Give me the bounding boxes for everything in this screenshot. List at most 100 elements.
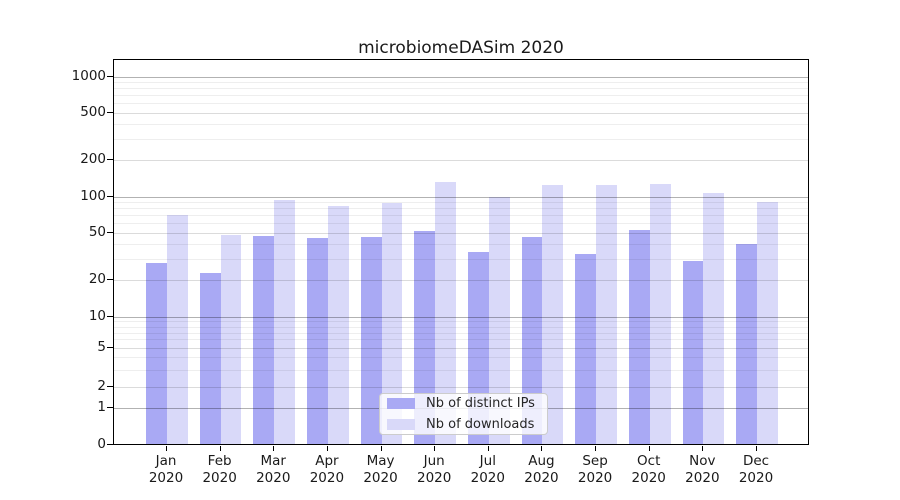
bar-distinct-ips-may — [360, 237, 382, 444]
bar-downloads-dec — [757, 202, 778, 444]
bar-downloads-may — [381, 202, 403, 444]
gridline-minor — [114, 208, 808, 210]
month-label: Jul — [479, 453, 496, 469]
x-tick-mark — [487, 446, 489, 451]
bar-downloads-feb — [220, 234, 242, 444]
year-label: 2020 — [363, 470, 398, 486]
gridline-minor — [114, 339, 808, 341]
gridline — [114, 347, 808, 349]
year-label: 2020 — [738, 470, 774, 486]
month-label: Nov — [689, 453, 716, 469]
x-tick-label: Apr 2020 — [297, 453, 357, 487]
gridline — [114, 316, 808, 318]
downloads-swatch — [387, 419, 415, 430]
chart-title: microbiomeDASim 2020 — [358, 38, 564, 58]
gridline — [114, 280, 808, 282]
gridline-minor — [114, 201, 808, 203]
bar-downloads-jul — [488, 196, 510, 444]
bar-downloads-oct — [649, 184, 671, 444]
bar-distinct-ips-aug — [521, 237, 543, 444]
gridline-minor — [114, 103, 808, 105]
gridline-minor — [114, 124, 808, 126]
y-tick-label: 200 — [80, 151, 106, 168]
month-label: Jun — [423, 453, 445, 469]
x-tick-label: Jan 2020 — [136, 453, 196, 487]
y-tick-mark — [107, 407, 113, 409]
plot-area — [113, 59, 809, 445]
bar-distinct-ips-sep — [575, 253, 597, 444]
legend-label: Nb of distinct IPs — [426, 396, 535, 411]
year-label: 2020 — [416, 470, 452, 486]
bar-distinct-ips-dec — [736, 243, 757, 444]
y-tick-mark — [107, 111, 113, 113]
month-label: Aug — [528, 453, 555, 469]
month-label: Jan — [155, 453, 177, 469]
bar-downloads-mar — [274, 200, 296, 444]
year-label: 2020 — [148, 470, 184, 486]
x-tick-label: Aug 2020 — [511, 453, 571, 487]
gridline-minor — [114, 321, 808, 323]
y-tick-mark — [107, 75, 113, 77]
y-tick-label: 0 — [97, 436, 106, 453]
gridline-minor — [114, 332, 808, 334]
gridline-minor — [114, 139, 808, 141]
bar-downloads-aug — [542, 185, 564, 444]
bar-downloads-nov — [703, 193, 725, 444]
bar-downloads-apr — [327, 206, 349, 444]
x-tick-label: Dec 2020 — [726, 453, 786, 487]
year-label: 2020 — [202, 470, 237, 486]
gridline-minor — [114, 215, 808, 217]
x-tick-mark — [166, 446, 167, 451]
year-label: 2020 — [524, 470, 559, 486]
gridline-minor — [114, 357, 808, 359]
y-tick-label: 100 — [80, 187, 106, 204]
gridline-minor — [114, 95, 808, 97]
x-tick-label: Sep 2020 — [565, 453, 625, 487]
year-label: 2020 — [577, 470, 613, 486]
month-label: Apr — [315, 453, 339, 469]
y-tick-mark — [107, 444, 113, 446]
y-tick-label: 5 — [97, 338, 106, 355]
bar-downloads-jun — [435, 181, 456, 444]
bar-distinct-ips-apr — [307, 238, 328, 444]
distinct-ips-swatch — [387, 398, 415, 409]
y-tick-label: 2 — [97, 378, 106, 394]
bar-downloads-jan — [167, 214, 188, 444]
year-label: 2020 — [309, 470, 345, 486]
y-tick-label: 10 — [88, 307, 106, 324]
month-label: Dec — [742, 453, 770, 469]
y-tick-mark — [107, 315, 113, 317]
legend-label: Nb of downloads — [426, 417, 535, 432]
month-label: May — [366, 453, 395, 469]
bar-distinct-ips-oct — [628, 229, 650, 444]
legend: Nb of distinct IPs Nb of downloads — [379, 393, 548, 435]
x-tick-mark — [326, 446, 328, 451]
x-tick-label: Jun 2020 — [404, 453, 464, 487]
y-tick-mark — [107, 346, 113, 348]
bar-downloads-sep — [596, 184, 617, 444]
x-tick-mark — [756, 446, 757, 451]
month-label: Feb — [207, 453, 232, 469]
y-tick-label: 500 — [80, 103, 106, 120]
x-tick-label: Mar 2020 — [243, 453, 303, 487]
year-label: 2020 — [685, 470, 720, 486]
x-tick-label: Feb 2020 — [190, 453, 250, 487]
legend-item-distinct-ips: Nb of distinct IPs — [387, 396, 539, 411]
x-tick-label: Jul 2020 — [458, 453, 518, 487]
y-tick-mark — [107, 159, 113, 161]
gridline-minor — [114, 244, 808, 246]
x-tick-mark — [595, 446, 597, 451]
y-tick-mark — [107, 195, 113, 197]
year-label: 2020 — [256, 470, 291, 486]
legend-item-downloads: Nb of downloads — [387, 417, 539, 432]
y-tick-label: 1 — [97, 399, 106, 416]
gridline — [114, 112, 808, 114]
bar-distinct-ips-feb — [199, 273, 221, 444]
month-label: Oct — [637, 453, 661, 469]
gridline-minor — [114, 223, 808, 225]
x-tick-mark — [219, 446, 221, 451]
y-tick-label: 20 — [88, 271, 106, 288]
x-tick-mark — [273, 446, 275, 451]
x-tick-mark — [380, 446, 382, 451]
